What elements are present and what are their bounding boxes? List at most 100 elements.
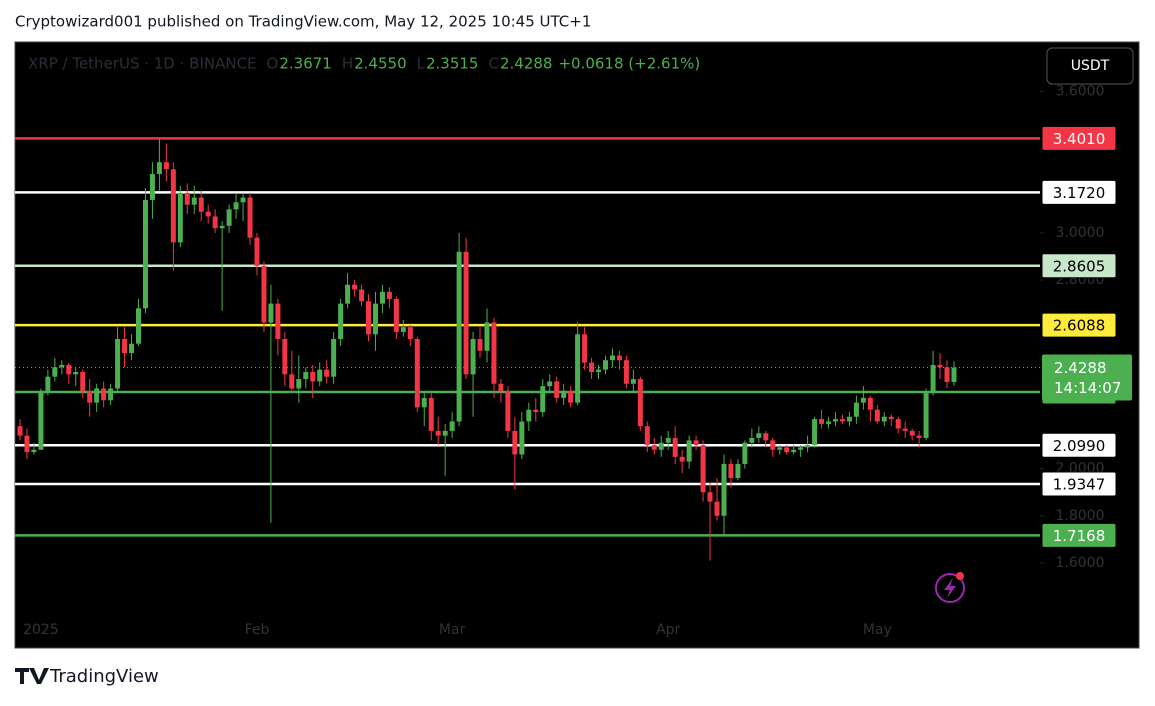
candle-body	[261, 265, 267, 323]
symbol: XRP / TetherUS · 1D · BINANCE	[28, 55, 257, 73]
candle-body	[303, 371, 309, 380]
x-tick-label: May	[863, 622, 892, 638]
candle-body	[177, 192, 183, 243]
brand: TradingView	[49, 666, 159, 687]
candle-body	[874, 409, 880, 422]
candle-body	[672, 437, 678, 457]
level-label-box	[1041, 471, 1117, 497]
currency-button[interactable]	[1046, 47, 1134, 85]
candle-body	[31, 449, 37, 453]
x-tick-label: Mar	[439, 622, 466, 638]
candle-body	[135, 308, 141, 344]
candle-body	[421, 397, 427, 408]
candle-body	[191, 197, 197, 205]
candle-body	[38, 390, 44, 450]
candle-body	[289, 374, 295, 389]
candle-body	[491, 322, 497, 384]
candle-body	[582, 334, 588, 363]
candle-body	[379, 291, 385, 304]
candle-body	[449, 421, 455, 431]
candle-body	[644, 426, 650, 446]
candle-body	[345, 284, 351, 304]
candle-body	[484, 322, 490, 351]
candle-body	[895, 419, 901, 429]
candle-body	[575, 334, 581, 403]
candle-body	[101, 388, 107, 401]
logo	[15, 668, 49, 684]
currency[interactable]: USDT	[1071, 58, 1110, 74]
candle-body	[456, 251, 462, 422]
level-label: 1.7168	[1053, 527, 1106, 545]
candle-body	[17, 426, 23, 436]
candle-body	[52, 367, 58, 377]
candle-body	[777, 447, 783, 450]
candle-body	[240, 197, 246, 203]
candle-body	[742, 442, 748, 464]
candle-body	[679, 456, 685, 462]
candle-body	[665, 437, 671, 443]
candle-body	[881, 416, 887, 422]
candle-body	[630, 379, 636, 384]
candle-body	[609, 355, 615, 361]
candle-body	[819, 419, 825, 424]
lightning-icon[interactable]	[935, 572, 965, 603]
candle-body	[463, 251, 469, 375]
candle-body	[149, 173, 155, 200]
y-tick-label: 3.6000	[1056, 83, 1105, 99]
level-label-box	[1041, 432, 1117, 458]
candle-body	[198, 197, 204, 212]
candle-body	[435, 430, 441, 436]
candle-body	[937, 364, 943, 368]
candle-body	[756, 433, 762, 438]
candle-body	[94, 388, 100, 403]
level-label-box	[1041, 522, 1117, 548]
candle-body	[184, 192, 190, 205]
candle-body	[651, 445, 657, 450]
candle-body	[156, 162, 162, 174]
candle-body	[372, 303, 378, 335]
candle-body	[331, 338, 337, 377]
candle-body	[129, 343, 135, 354]
candle-body	[108, 388, 114, 401]
candle-body	[526, 409, 532, 422]
x-tick-label: Feb	[245, 622, 270, 638]
candle-body	[693, 440, 699, 446]
candle-body	[784, 447, 790, 453]
candle-body	[275, 303, 281, 339]
candle-body	[735, 463, 741, 479]
candle-body	[909, 430, 915, 436]
candle-body	[477, 338, 483, 351]
candle-body	[407, 327, 413, 339]
legend-value: 2.3671	[279, 55, 332, 73]
candle-body	[400, 327, 406, 332]
candle-body	[860, 397, 866, 403]
candle-body	[540, 386, 546, 413]
candle-body	[317, 369, 323, 382]
x-tick-label: 2025	[23, 622, 59, 638]
y-tick-label: 1.6000	[1056, 555, 1105, 571]
last-price-label: 2.4288	[1054, 359, 1107, 377]
level-label-box	[1041, 312, 1117, 338]
candle-body	[324, 369, 330, 377]
candle-body	[637, 379, 643, 427]
candle-body	[812, 419, 818, 446]
byline: Cryptowizard001 published on TradingView…	[15, 13, 591, 31]
candle-body	[366, 301, 371, 335]
legend-key: C	[488, 55, 498, 73]
candle-body	[24, 435, 30, 453]
legend: O 2.3671 H 2.4550 L 2.3515 C 2.4288 +0.0618 (+2.…	[267, 55, 701, 73]
candle-body	[721, 463, 727, 516]
candle-body	[442, 430, 448, 436]
last-price-box	[1042, 354, 1132, 401]
candle-body	[519, 421, 525, 455]
candle-body	[596, 369, 602, 372]
candle-body	[554, 381, 560, 398]
candle-body	[867, 397, 873, 410]
level-label: 3.4010	[1053, 130, 1106, 148]
candle-body	[338, 303, 344, 339]
candle-body	[902, 428, 908, 431]
level-label: 2.8605	[1053, 257, 1106, 275]
level-label: 3.1720	[1053, 184, 1106, 202]
legend-key: L	[417, 55, 426, 73]
candle-body	[470, 338, 476, 375]
